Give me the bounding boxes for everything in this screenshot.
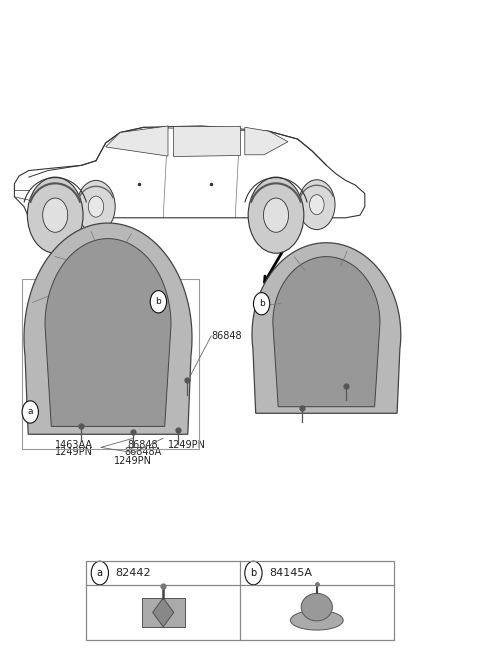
Text: b: b bbox=[156, 297, 161, 306]
Circle shape bbox=[88, 196, 104, 217]
Circle shape bbox=[150, 291, 167, 313]
Text: a: a bbox=[97, 568, 103, 578]
Text: 1249PN: 1249PN bbox=[348, 367, 386, 378]
Circle shape bbox=[91, 561, 108, 585]
Polygon shape bbox=[45, 239, 171, 426]
Circle shape bbox=[310, 195, 324, 215]
Circle shape bbox=[245, 561, 262, 585]
Circle shape bbox=[253, 293, 270, 315]
Polygon shape bbox=[106, 126, 168, 156]
Text: b: b bbox=[250, 568, 257, 578]
Text: 86822A: 86822A bbox=[275, 285, 312, 295]
Text: 86848: 86848 bbox=[211, 331, 242, 341]
Ellipse shape bbox=[290, 610, 343, 630]
Ellipse shape bbox=[301, 593, 332, 621]
Circle shape bbox=[299, 180, 335, 230]
Text: b: b bbox=[259, 299, 264, 308]
Circle shape bbox=[248, 177, 304, 253]
Text: 86821B: 86821B bbox=[275, 293, 312, 303]
Polygon shape bbox=[273, 256, 380, 407]
Polygon shape bbox=[252, 243, 401, 413]
Text: 86848: 86848 bbox=[128, 440, 158, 449]
Text: 86812: 86812 bbox=[79, 276, 110, 286]
Polygon shape bbox=[245, 127, 288, 155]
Text: 1463AA: 1463AA bbox=[55, 440, 94, 449]
Text: 1463AA: 1463AA bbox=[326, 383, 364, 394]
Bar bbox=[22, 279, 199, 449]
Bar bbox=[86, 561, 394, 640]
Text: 86848A: 86848A bbox=[124, 447, 162, 457]
Text: 1249PN: 1249PN bbox=[55, 447, 94, 457]
Circle shape bbox=[27, 177, 83, 253]
Text: 82442: 82442 bbox=[115, 568, 151, 578]
Bar bbox=[142, 598, 185, 627]
Circle shape bbox=[77, 180, 115, 233]
Circle shape bbox=[264, 198, 288, 232]
Circle shape bbox=[22, 401, 38, 423]
Text: 84145A: 84145A bbox=[269, 568, 312, 578]
Text: 1249PN: 1249PN bbox=[114, 456, 153, 466]
Text: 1249PN: 1249PN bbox=[168, 440, 206, 449]
Polygon shape bbox=[173, 126, 240, 156]
Polygon shape bbox=[14, 126, 365, 218]
Circle shape bbox=[43, 198, 68, 232]
Polygon shape bbox=[24, 223, 192, 434]
Text: a: a bbox=[27, 407, 33, 417]
Text: 86811: 86811 bbox=[79, 283, 110, 294]
Polygon shape bbox=[153, 598, 174, 627]
